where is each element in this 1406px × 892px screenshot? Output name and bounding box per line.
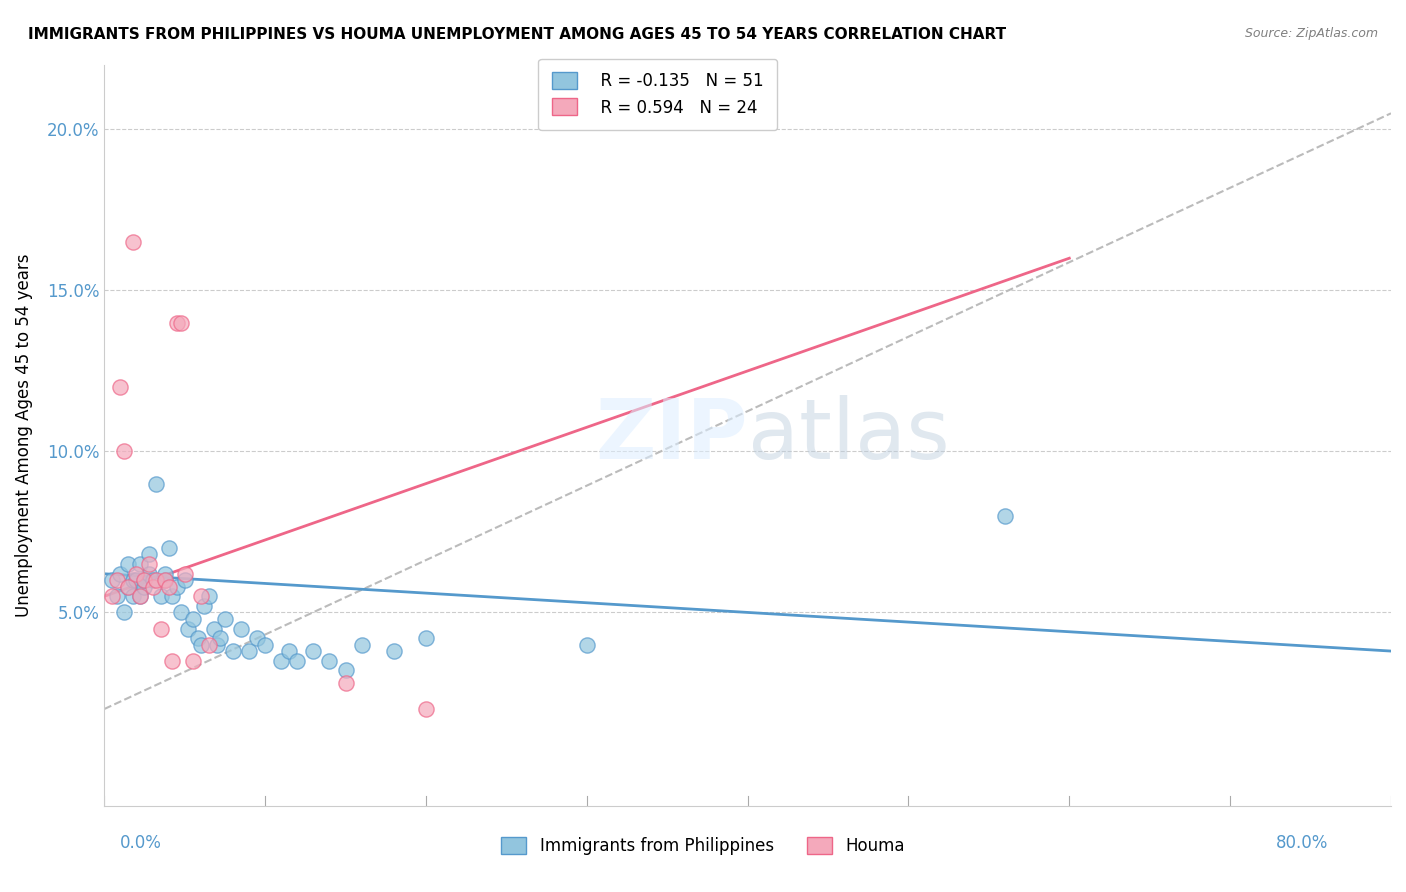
Text: Source: ZipAtlas.com: Source: ZipAtlas.com [1244,27,1378,40]
Point [157,541,180,555]
Point [145,573,167,587]
Point [122,590,145,604]
Point [101,590,124,604]
Point [149,590,172,604]
Point [278,644,301,658]
Point [170,606,193,620]
Point [125,573,148,587]
Point [117,580,139,594]
Point [205,638,228,652]
Point [575,638,598,652]
Point [186,631,208,645]
Point [138,548,160,562]
Point [173,566,195,581]
Point [190,590,212,604]
Point [128,590,150,604]
Point [105,573,128,587]
Point [350,638,373,652]
Point [214,612,236,626]
Point [335,676,357,690]
Point [138,566,160,581]
Point [302,644,325,658]
Point [170,316,193,330]
Point [134,580,156,594]
Point [229,622,252,636]
Legend: Immigrants from Philippines, Houma: Immigrants from Philippines, Houma [495,830,911,862]
Point [198,590,221,604]
Point [155,566,177,581]
Point [138,557,160,571]
Point [145,476,167,491]
Point [181,654,204,668]
Point [166,316,188,330]
Point [198,638,221,652]
Point [415,631,437,645]
Point [238,644,260,658]
Point [173,573,195,587]
Point [122,235,145,249]
Point [318,654,340,668]
Point [382,644,405,658]
Point [141,573,163,587]
Point [101,573,124,587]
Point [157,580,180,594]
Point [160,590,183,604]
Point [202,622,225,636]
Text: atlas: atlas [748,395,949,475]
Point [254,638,277,652]
Point [155,573,177,587]
Point [209,631,232,645]
Point [149,622,172,636]
Point [270,654,292,668]
Text: ZIP: ZIP [595,395,748,475]
Point [285,654,308,668]
Y-axis label: Unemployment Among Ages 45 to 54 years: Unemployment Among Ages 45 to 54 years [15,253,32,617]
Point [134,573,156,587]
Point [125,566,148,581]
Point [117,557,139,571]
Point [141,580,163,594]
Text: 80.0%: 80.0% [1277,834,1329,852]
Point [117,580,139,594]
Point [128,557,150,571]
Point [110,380,132,394]
Point [415,702,437,716]
Point [177,622,200,636]
Point [112,606,135,620]
Legend:   R = -0.135   N = 51,   R = 0.594   N = 24: R = -0.135 N = 51, R = 0.594 N = 24 [538,59,778,130]
Point [160,654,183,668]
Point [122,573,145,587]
Point [134,573,156,587]
Point [112,444,135,458]
Point [166,580,188,594]
Point [222,644,245,658]
Point [994,508,1017,523]
Point [246,631,269,645]
Point [335,664,357,678]
Point [128,590,150,604]
Point [190,638,212,652]
Text: IMMIGRANTS FROM PHILIPPINES VS HOUMA UNEMPLOYMENT AMONG AGES 45 TO 54 YEARS CORR: IMMIGRANTS FROM PHILIPPINES VS HOUMA UNE… [28,27,1007,42]
Point [105,590,128,604]
Point [155,573,177,587]
Point [110,566,132,581]
Point [181,612,204,626]
Point [193,599,215,613]
Text: 0.0%: 0.0% [120,834,162,852]
